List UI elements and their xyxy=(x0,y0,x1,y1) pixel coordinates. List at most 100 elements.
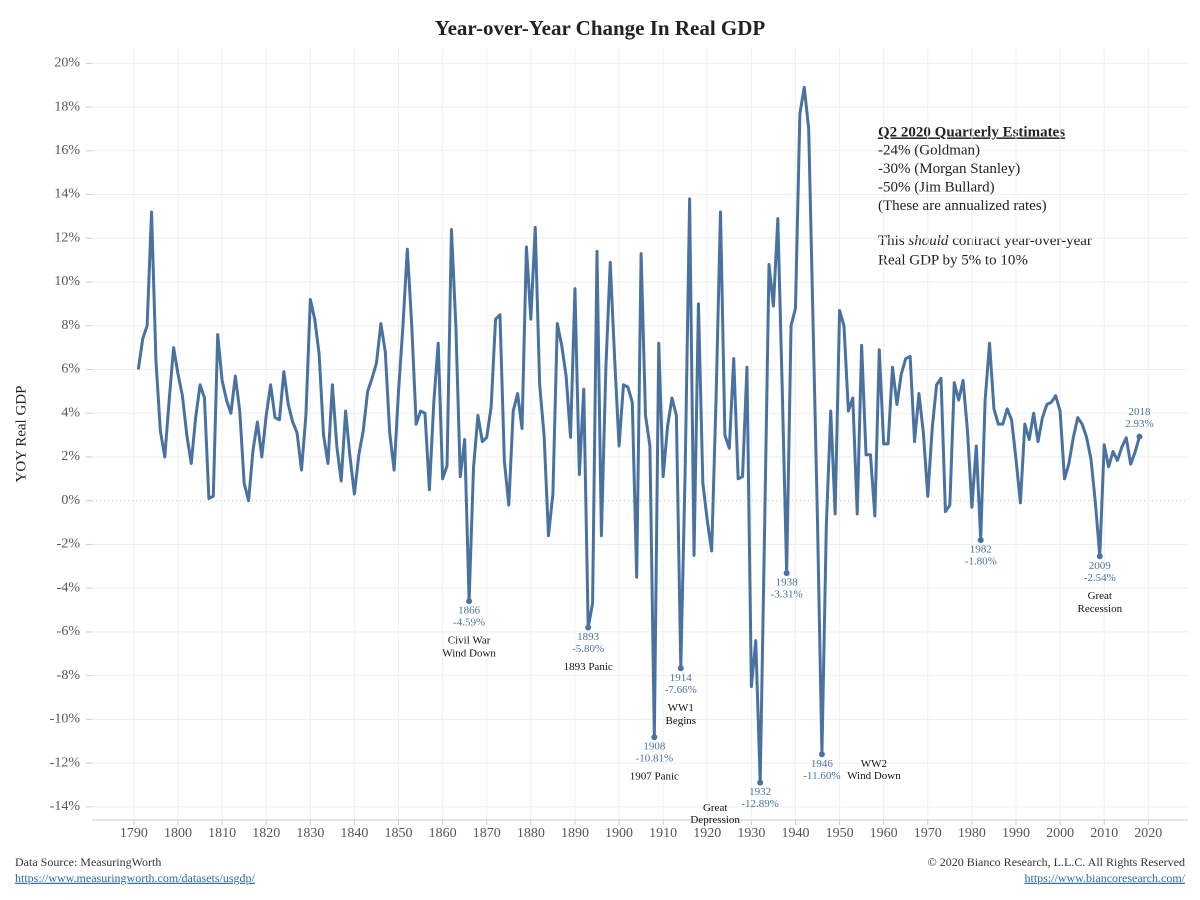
x-tick-label: 1990 xyxy=(1002,826,1030,841)
annotation-dot xyxy=(677,665,684,672)
annotation-value: -5.80% xyxy=(572,643,604,655)
x-tick-label: 1950 xyxy=(826,826,854,841)
x-tick-label: 1960 xyxy=(870,826,898,841)
annotation-value: -7.66% xyxy=(665,684,697,696)
x-tick-label: 1920 xyxy=(693,826,721,841)
box-note-part: should xyxy=(908,233,949,249)
y-tick-label: 12% xyxy=(54,230,80,245)
annotation-year: 1914 xyxy=(670,672,693,684)
x-tick-label: 1850 xyxy=(385,826,413,841)
y-tick-label: 0% xyxy=(61,493,80,508)
annotation-year: 1866 xyxy=(458,605,481,617)
x-tick-label: 1830 xyxy=(296,826,324,841)
y-tick-label: -12% xyxy=(50,755,81,770)
y-tick-label: 6% xyxy=(61,362,80,377)
box-note-line: Real GDP by 5% to 10% xyxy=(878,252,1028,268)
annotation-dot xyxy=(783,570,790,577)
annotation-note: Great xyxy=(1088,590,1112,602)
x-tick-label: 1900 xyxy=(605,826,633,841)
x-tick-label: 1970 xyxy=(914,826,942,841)
source-url[interactable]: https://www.measuringworth.com/datasets/… xyxy=(15,871,256,885)
y-tick-label: 4% xyxy=(61,405,80,420)
annotation-year: 1938 xyxy=(776,577,799,589)
x-tick-label: 1870 xyxy=(473,826,501,841)
y-tick-label: -6% xyxy=(57,624,81,639)
y-tick-label: -14% xyxy=(50,799,81,814)
y-tick-label: 16% xyxy=(54,143,80,158)
y-tick-label: 2% xyxy=(61,449,80,464)
x-tick-label: 2000 xyxy=(1046,826,1074,841)
annotation-note: Begins xyxy=(666,715,697,727)
box-line: -50% (Jim Bullard) xyxy=(878,179,995,195)
y-tick-label: -10% xyxy=(50,712,81,727)
y-tick-label: -8% xyxy=(57,668,81,683)
line xyxy=(136,85,1141,785)
annotation-value: -4.59% xyxy=(453,617,485,629)
annotation-value: 2.93% xyxy=(1125,418,1153,430)
annotation-dot xyxy=(1096,553,1103,560)
x-tick-label: 1840 xyxy=(340,826,368,841)
annotation-dot xyxy=(651,734,658,741)
annotation-dot xyxy=(757,779,764,786)
x-tick-label: 1890 xyxy=(561,826,589,841)
y-tick-label: 18% xyxy=(54,99,80,114)
box-line: -30% (Morgan Stanley) xyxy=(878,161,1020,177)
y-tick-label: 8% xyxy=(61,318,80,333)
annotation-value: -11.60% xyxy=(803,770,840,782)
annotation-year: 1893 xyxy=(577,631,600,643)
y-axis-label: YOY Real GDP xyxy=(13,386,29,483)
annotation-note: 1893 Panic xyxy=(564,661,613,673)
x-tick-label: 1810 xyxy=(208,826,236,841)
x-tick-label: 1980 xyxy=(958,826,986,841)
x-tick-label: 1940 xyxy=(781,826,809,841)
annotation-year: 1946 xyxy=(811,758,834,770)
annotation-dot xyxy=(466,598,473,605)
annotation-year: 2018 xyxy=(1128,406,1151,418)
box-note: This should contract year-over-year xyxy=(878,233,1092,249)
annotation-note: Recession xyxy=(1077,603,1122,615)
annotation-year: 1932 xyxy=(749,786,771,798)
annotation-dot xyxy=(1136,433,1143,440)
annotation-value: -1.80% xyxy=(965,556,997,568)
y-tick-label: -4% xyxy=(57,580,81,595)
annotation-value: -10.81% xyxy=(636,753,674,765)
box-note-part: contract year-over-year xyxy=(948,233,1091,249)
y-tick-label: 10% xyxy=(54,274,80,289)
annotation-dot xyxy=(585,624,592,631)
annotation-year: 2009 xyxy=(1089,560,1112,572)
annotation-note: 1907 Panic xyxy=(630,771,679,783)
annotation-note: Great xyxy=(703,802,727,814)
y-tick-label: -2% xyxy=(57,537,81,552)
source: Data Source: MeasuringWorth xyxy=(15,855,161,869)
x-tick-label: 1800 xyxy=(164,826,192,841)
annotation-note: WW2 xyxy=(861,758,887,770)
box-line: (These are annualized rates) xyxy=(878,198,1047,214)
copyright-url[interactable]: https://www.biancoresearch.com/ xyxy=(1024,871,1185,885)
annotation-note: WW1 xyxy=(668,702,694,714)
annotation-value: -2.54% xyxy=(1084,572,1116,584)
copyright: © 2020 Bianco Research, L.L.C. All Right… xyxy=(928,855,1185,869)
chart-title: Year-over-Year Change In Real GDP xyxy=(435,16,766,40)
annotation-note: Wind Down xyxy=(847,770,901,782)
annotation-note: Wind Down xyxy=(442,648,496,660)
x-tick-label: 2010 xyxy=(1090,826,1118,841)
annotation-year: 1982 xyxy=(970,544,992,556)
x-tick-label: 1820 xyxy=(252,826,280,841)
annotation-value: -12.89% xyxy=(741,798,779,810)
x-tick-label: 1790 xyxy=(120,826,148,841)
x-tick-label: 1910 xyxy=(649,826,677,841)
x-tick-label: 1860 xyxy=(429,826,457,841)
annotation-year: 1908 xyxy=(643,741,666,753)
x-tick-label: 1930 xyxy=(737,826,765,841)
y-tick-label: 14% xyxy=(54,187,80,202)
y-tick-label: 20% xyxy=(54,56,80,71)
x-tick-label: 1880 xyxy=(517,826,545,841)
annotation-value: -3.31% xyxy=(771,589,803,601)
annotation-note: Depression xyxy=(690,814,740,826)
annotation-dot xyxy=(818,751,825,758)
annotation-note: Civil War xyxy=(448,635,491,647)
x-tick-label: 2020 xyxy=(1134,826,1162,841)
annotation-dot xyxy=(977,537,984,544)
